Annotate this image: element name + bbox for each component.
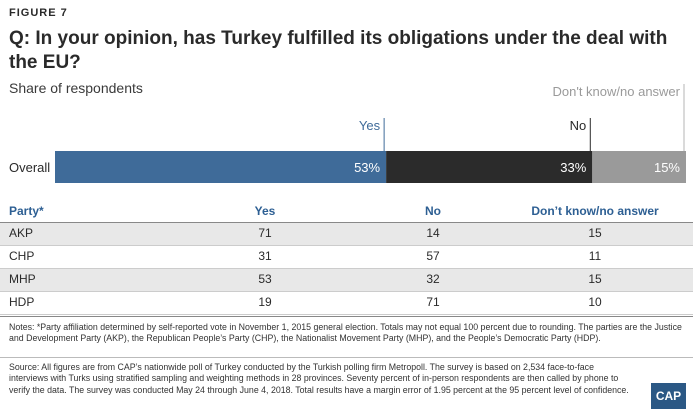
- bar-yes: [55, 151, 387, 183]
- party-table: Party* Yes No Don’t know/no answer AKP 7…: [0, 201, 693, 315]
- cap-logo: CAP: [651, 383, 686, 409]
- cell-party: MHP: [9, 272, 36, 286]
- cell-yes: 53: [258, 272, 272, 286]
- cell-dont-know: 15: [588, 226, 602, 240]
- series-label-don-t-know-no-answer: Don't know/no answer: [553, 84, 681, 99]
- source-divider: [0, 357, 693, 358]
- notes-text: Notes: *Party affiliation determined by …: [9, 322, 682, 344]
- category-label-overall: Overall: [9, 160, 50, 175]
- cell-yes: 19: [258, 295, 272, 309]
- bar-no: [386, 151, 593, 183]
- cell-no: 32: [426, 272, 440, 286]
- data-label-yes: 53%: [354, 160, 380, 175]
- cell-no: 57: [426, 249, 440, 263]
- table-row: CHP 31 57 11: [0, 246, 693, 269]
- header-no: No: [425, 204, 441, 218]
- table-row: HDP 19 71 10: [0, 292, 693, 315]
- cell-party: AKP: [9, 226, 34, 240]
- series-label-yes: Yes: [359, 118, 381, 133]
- chart-title: Q: In your opinion, has Turkey fulfilled…: [9, 28, 668, 73]
- source-text: Source: All figures are from CAP’s natio…: [9, 362, 629, 395]
- bar-don-t-know-no-answer: [592, 151, 686, 183]
- cell-dont-know: 11: [588, 249, 602, 263]
- data-label-no: 33%: [560, 160, 586, 175]
- table-row: MHP 53 32 15: [0, 269, 693, 292]
- cell-party: CHP: [9, 249, 35, 263]
- cell-party: HDP: [9, 295, 35, 309]
- notes-divider: [0, 316, 693, 317]
- data-label-don-t-know-no-answer: 15%: [654, 160, 680, 175]
- cell-yes: 31: [258, 249, 272, 263]
- cell-dont-know: 10: [588, 295, 602, 309]
- table-row: AKP 71 14 15: [0, 223, 693, 246]
- header-yes: Yes: [254, 204, 276, 218]
- series-label-no: No: [570, 118, 587, 133]
- table-header: Party* Yes No Don’t know/no answer: [0, 201, 693, 223]
- cell-dont-know: 15: [588, 272, 602, 286]
- cell-no: 14: [426, 226, 440, 240]
- header-party: Party*: [9, 204, 44, 218]
- cell-no: 71: [426, 295, 440, 309]
- header-dont-know: Don’t know/no answer: [531, 204, 659, 218]
- stacked-bar-chart: Overall 53% Yes 33% No 15% Don't know/no answe…: [9, 84, 686, 183]
- figure-label: FIGURE 7: [9, 7, 68, 19]
- chart-subtitle: Share of respondents: [9, 80, 143, 96]
- cell-yes: 71: [258, 226, 272, 240]
